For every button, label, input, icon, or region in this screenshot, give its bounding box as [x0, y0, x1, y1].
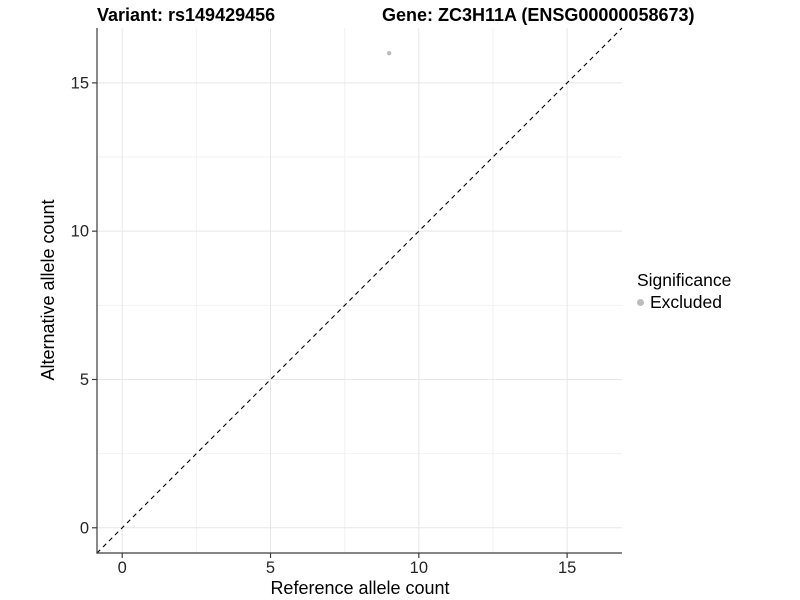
identity-dashed-line	[96, 27, 623, 554]
x-tick-label: 10	[410, 559, 428, 577]
legend: Significance Excluded	[637, 270, 731, 313]
x-axis-title: Reference allele count	[270, 578, 449, 598]
legend-key-dot-icon	[637, 299, 644, 306]
y-tick-label: 10	[71, 223, 89, 241]
data-point	[386, 51, 392, 56]
y-tick-label: 15	[71, 74, 89, 92]
gene-title: Gene: ZC3H11A (ENSG00000058673)	[382, 5, 695, 25]
plot-title-row: Variant: rs149429456 Gene: ZC3H11A (ENSG…	[0, 5, 800, 27]
axis-lines	[96, 28, 622, 554]
x-tick-label: 5	[266, 559, 275, 577]
x-tick-label: 15	[558, 559, 576, 577]
y-tick-label: 5	[80, 371, 89, 389]
legend-title: Significance	[637, 270, 732, 290]
y-axis-title: Alternative allele count	[38, 199, 58, 380]
y-tick-labels: 0 5 10 15	[71, 74, 89, 537]
variant-title: Variant: rs149429456	[97, 5, 276, 25]
axis-tick-marks	[92, 82, 568, 558]
data-points	[386, 51, 392, 56]
legend-item-label: Excluded	[650, 292, 722, 312]
legend-item-excluded: Excluded	[637, 292, 731, 313]
identity-line	[96, 27, 623, 554]
x-tick-labels: 0 5 10 15	[118, 559, 577, 577]
y-tick-label: 0	[80, 519, 89, 537]
x-tick-label: 0	[118, 559, 127, 577]
minor-gridlines	[97, 28, 622, 553]
major-gridlines	[97, 28, 622, 553]
